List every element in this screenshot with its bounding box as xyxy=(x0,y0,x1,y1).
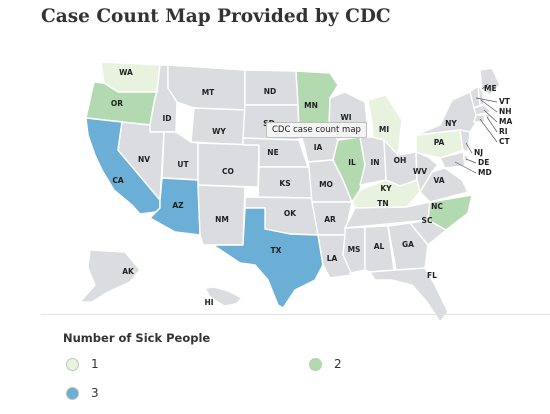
state-label-ny: NY xyxy=(445,119,457,128)
state-label-tn: TN xyxy=(377,199,388,208)
state-nj[interactable] xyxy=(459,129,471,153)
leader-line-ct xyxy=(479,118,498,143)
state-label-me: ME xyxy=(484,84,497,93)
state-tx[interactable] xyxy=(212,207,324,309)
state-label-or: OR xyxy=(111,99,123,108)
state-label-wv: WV xyxy=(413,167,427,176)
state-ct[interactable] xyxy=(473,114,486,123)
legend-swatch-1 xyxy=(66,357,79,371)
state-label-nm: NM xyxy=(215,215,229,224)
map-tooltip: CDC case count map xyxy=(266,122,367,138)
page-title: Case Count Map Provided by CDC xyxy=(41,6,391,27)
state-ma[interactable] xyxy=(473,104,493,116)
state-label-md: MD xyxy=(478,168,492,177)
state-label-tx: TX xyxy=(271,246,282,255)
leader-line-ma xyxy=(483,109,498,123)
state-label-mn: MN xyxy=(304,101,318,110)
state-label-la: LA xyxy=(327,254,338,263)
legend-label-2: 2 xyxy=(334,357,342,371)
state-label-nd: ND xyxy=(264,87,277,96)
state-label-in: IN xyxy=(370,158,379,167)
state-label-wi: WI xyxy=(340,113,351,122)
state-label-nh: NH xyxy=(499,107,512,116)
state-ak[interactable] xyxy=(79,249,141,303)
state-label-ga: GA xyxy=(402,240,414,249)
state-label-nv: NV xyxy=(138,155,150,164)
state-label-oh: OH xyxy=(394,156,407,165)
state-label-vt: VT xyxy=(499,97,511,106)
state-label-wa: WA xyxy=(119,68,133,77)
legend-item-2[interactable]: 2 xyxy=(309,357,342,371)
state-label-mt: MT xyxy=(202,88,215,97)
state-label-pa: PA xyxy=(434,138,445,147)
state-label-mi: MI xyxy=(379,125,389,134)
state-ny[interactable] xyxy=(415,91,479,136)
state-label-ma: MA xyxy=(499,117,512,126)
state-label-ar: AR xyxy=(324,215,336,224)
state-label-de: DE xyxy=(478,158,489,167)
state-label-al: AL xyxy=(374,242,385,251)
state-label-id: ID xyxy=(162,114,171,123)
legend-divider xyxy=(41,314,550,315)
legend-item-3[interactable]: 3 xyxy=(66,386,99,400)
state-label-co: CO xyxy=(222,167,234,176)
state-label-az: AZ xyxy=(172,201,184,210)
state-label-ct: CT xyxy=(499,137,511,146)
state-label-nc: NC xyxy=(431,202,443,211)
state-hi[interactable] xyxy=(204,286,243,307)
state-label-ut: UT xyxy=(177,160,189,169)
leader-line-de xyxy=(465,158,477,164)
leader-line-ri xyxy=(486,116,498,133)
state-me[interactable] xyxy=(479,67,501,96)
legend-swatch-2 xyxy=(309,357,322,371)
state-label-wy: WY xyxy=(212,127,226,136)
state-label-ms: MS xyxy=(348,245,361,254)
legend-title: Number of Sick People xyxy=(63,331,211,345)
state-label-hi: HI xyxy=(204,298,213,307)
state-label-ri: RI xyxy=(499,127,508,136)
state-label-ok: OK xyxy=(284,209,297,218)
state-label-ak: AK xyxy=(122,267,135,276)
state-label-ky: KY xyxy=(380,184,392,193)
state-label-sc: SC xyxy=(422,216,433,225)
leader-line-me xyxy=(481,83,489,90)
leader-line-md xyxy=(454,161,477,174)
state-label-ca: CA xyxy=(112,176,124,185)
state-label-mo: MO xyxy=(319,180,333,189)
state-nc[interactable] xyxy=(427,194,473,231)
us-case-map[interactable]: WAORCAIDNVMTWYUTAZCONMNDSDNEKSOKTXMNIAMO… xyxy=(0,40,550,320)
state-co[interactable] xyxy=(197,142,260,188)
state-label-il: IL xyxy=(348,158,356,167)
state-label-ne: NE xyxy=(267,148,278,157)
legend-label-3: 3 xyxy=(91,386,99,400)
leader-line-nh xyxy=(480,99,498,113)
state-label-nj: NJ xyxy=(474,148,483,157)
us-map-svg: WAORCAIDNVMTWYUTAZCONMNDSDNEKSOKTXMNIAMO… xyxy=(79,61,512,320)
state-fl[interactable] xyxy=(369,267,449,320)
leader-line-nj xyxy=(465,142,473,154)
leader-line-vt xyxy=(475,97,498,103)
state-label-ks: KS xyxy=(279,179,290,188)
state-label-va: VA xyxy=(433,176,444,185)
legend-label-1: 1 xyxy=(91,357,99,371)
legend-swatch-3 xyxy=(66,386,79,400)
state-ga[interactable] xyxy=(387,222,429,271)
legend-item-1[interactable]: 1 xyxy=(66,357,99,371)
state-label-ia: IA xyxy=(314,143,323,152)
state-label-fl: FL xyxy=(427,271,437,280)
